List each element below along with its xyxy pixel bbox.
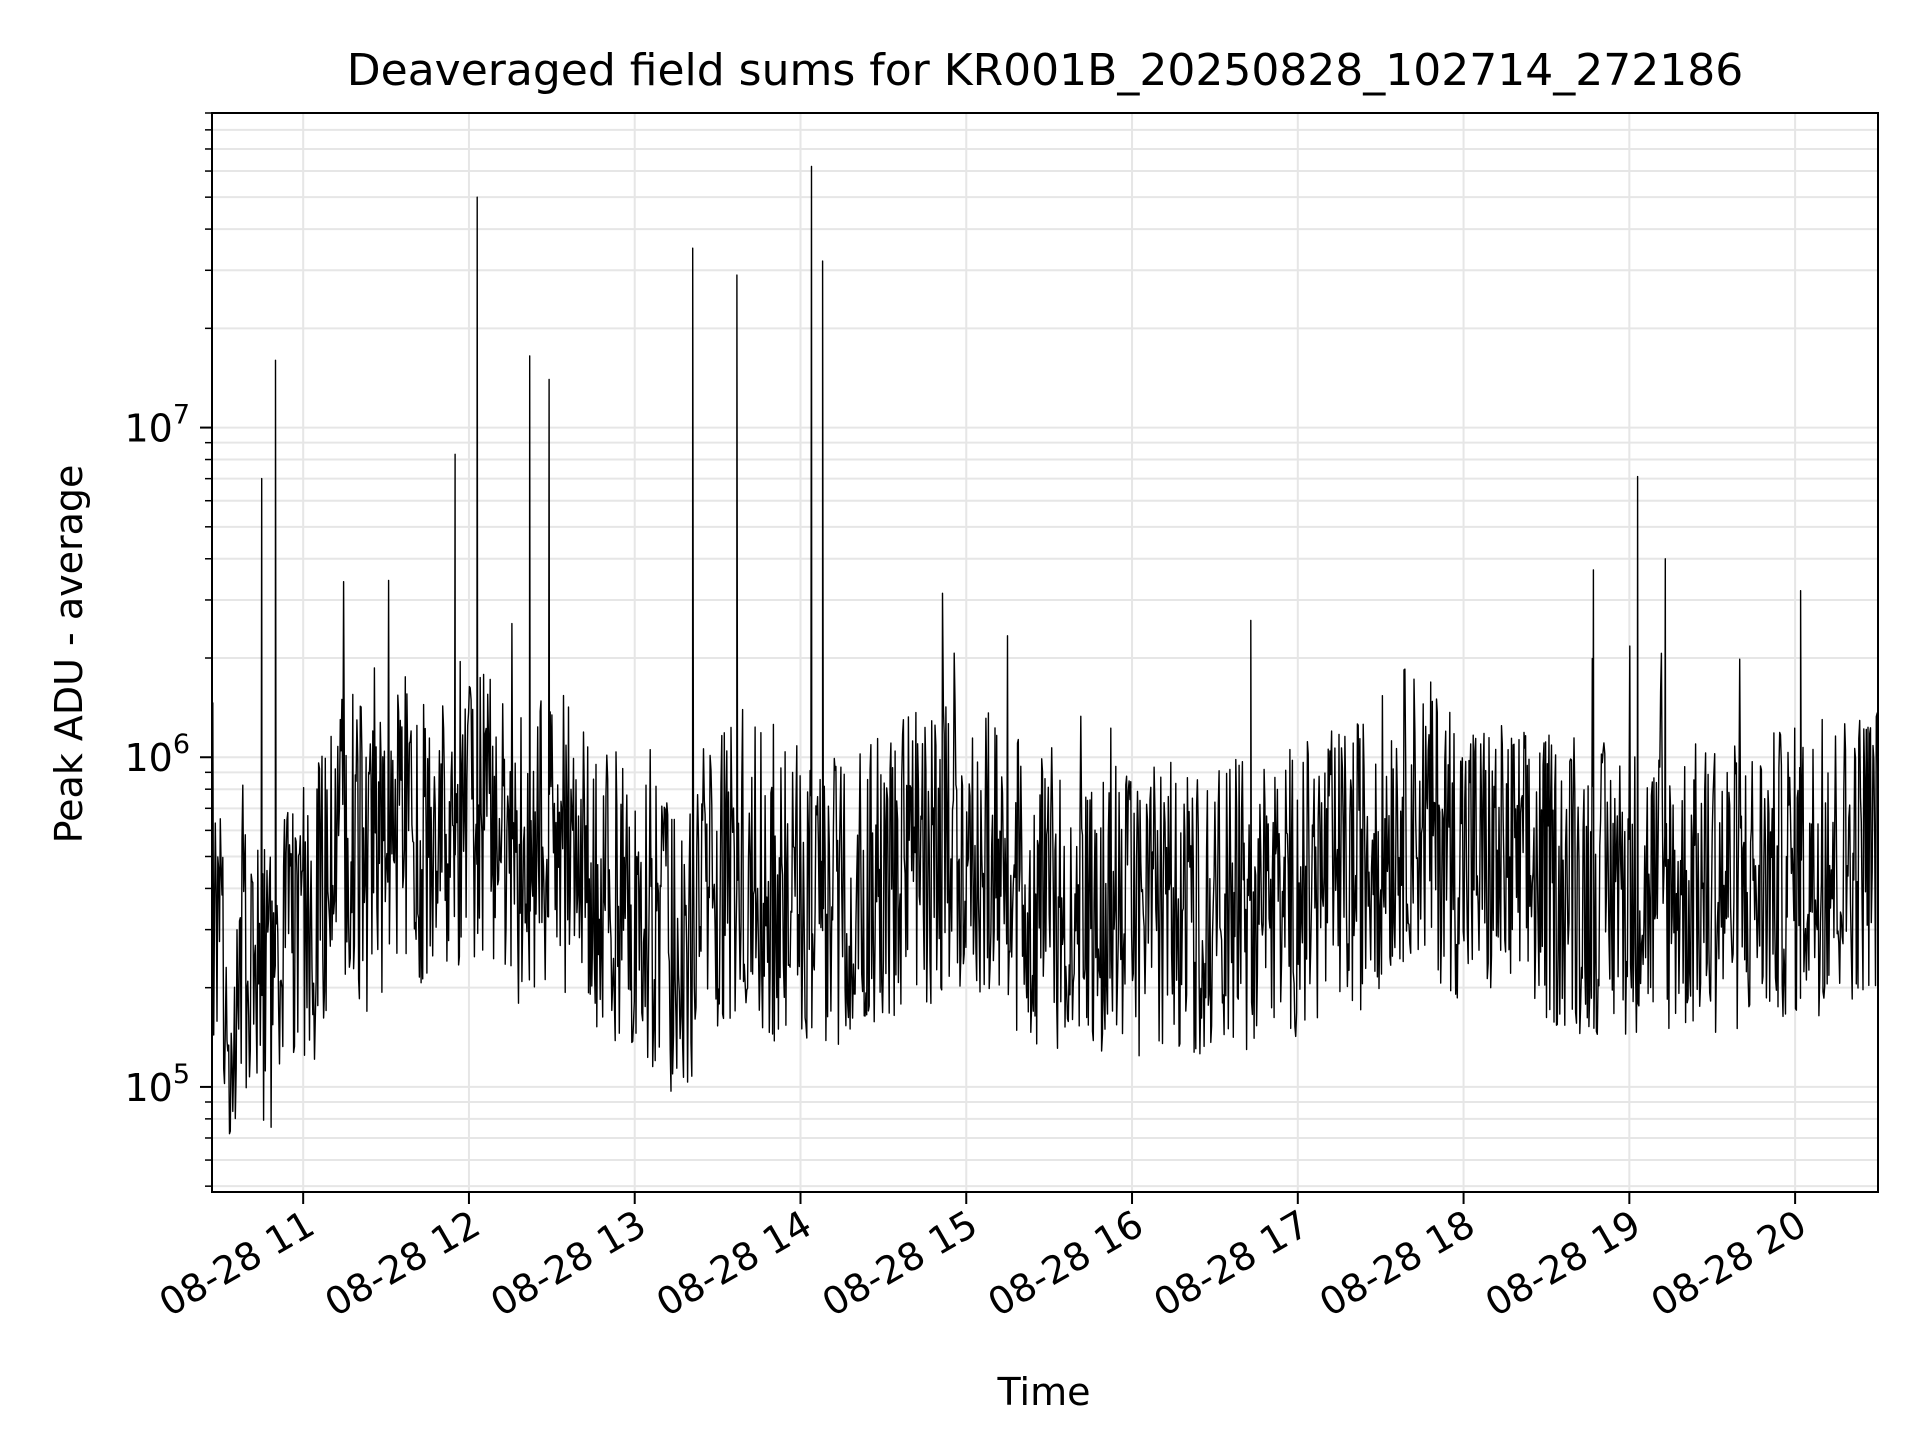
series-line-0	[212, 165, 1878, 1135]
y-tick-label: 105	[124, 1059, 190, 1110]
series-layer	[212, 165, 1878, 1135]
chart-title: Deaveraged field sums for KR001B_2025082…	[347, 45, 1743, 96]
x-axis-label: Time	[997, 1370, 1091, 1414]
plot-frame	[211, 112, 1879, 1193]
y-axis-label: Peak ADU - average	[47, 465, 91, 844]
y-tick-label: 107	[124, 400, 190, 451]
y-tick-label: 106	[124, 729, 190, 780]
